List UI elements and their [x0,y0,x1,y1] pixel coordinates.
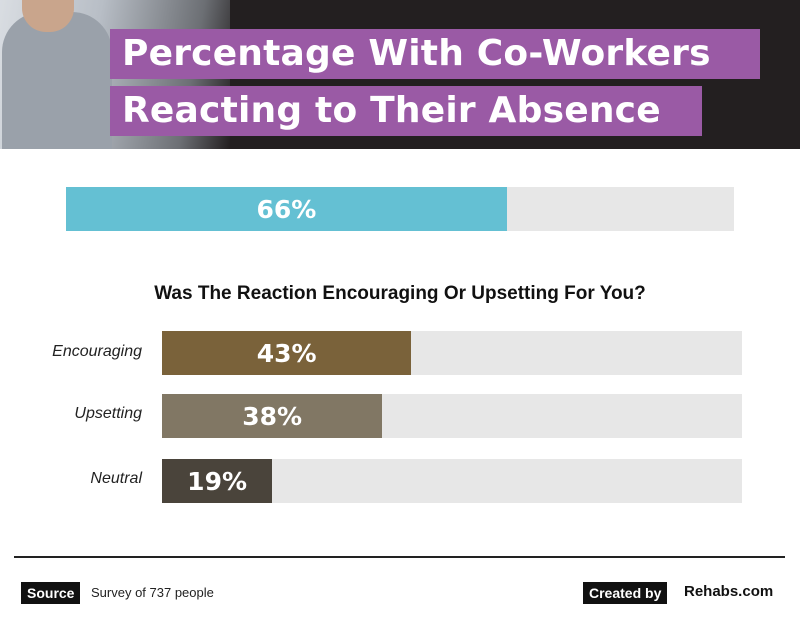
created-by-tag: Created by [583,582,668,604]
person-head [22,0,74,32]
person-figure [2,0,112,149]
neutral-bar: 19% [162,459,273,503]
upsetting-bar-track: 38% [162,394,742,438]
overall-bar-track: 66% [66,187,734,231]
category-label-neutral: Neutral [90,470,142,487]
overall-bar: 66% [66,187,507,231]
encouraging-bar-label: 43% [256,338,317,368]
upsetting-bar-label: 38% [242,401,303,431]
upsetting-bar: 38% [162,394,383,438]
question-heading: Was The Reaction Encouraging Or Upsettin… [154,283,646,304]
neutral-bar-track: 19% [162,459,742,503]
title-line-1: Percentage With Co-Workers [110,29,760,79]
title-line-2: Reacting to Their Absence [110,86,702,136]
brand-name: Rehabs.com [684,583,774,600]
footer-divider [14,556,785,558]
encouraging-bar-track: 43% [162,331,742,375]
source-text: Survey of 737 people [91,585,214,600]
category-label-upsetting: Upsetting [74,405,142,422]
encouraging-bar: 43% [162,331,412,375]
header-banner: Percentage With Co-Workers Reacting to T… [0,0,800,149]
overall-bar-label: 66% [256,194,317,224]
neutral-bar-label: 19% [187,466,248,496]
category-label-encouraging: Encouraging [52,343,142,360]
source-tag: Source [21,582,81,604]
